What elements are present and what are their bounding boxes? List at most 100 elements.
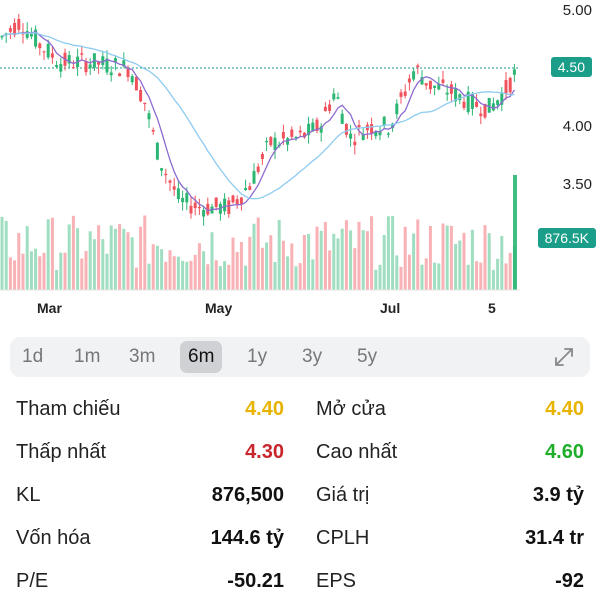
- candle-body: [332, 93, 336, 100]
- candle-body: [46, 43, 50, 58]
- volume-bar: [227, 264, 231, 290]
- candle-body: [269, 136, 273, 146]
- volume-bar: [265, 242, 269, 290]
- range-6m-button[interactable]: 6m: [180, 341, 223, 373]
- range-5y-button[interactable]: 5y: [357, 346, 378, 367]
- volume-bar: [76, 228, 80, 290]
- candle-body: [487, 97, 491, 113]
- candle-body: [294, 136, 298, 138]
- candle-body: [273, 137, 277, 151]
- volume-bar: [38, 256, 42, 290]
- price-tick-3-5: 3.50: [562, 176, 592, 193]
- volume-bar: [294, 266, 298, 290]
- candle-body: [151, 129, 155, 132]
- candle-body: [512, 69, 516, 75]
- volume-bar: [412, 233, 416, 290]
- volume-bar: [17, 232, 21, 290]
- candle-body: [42, 51, 46, 53]
- volume-bar: [218, 266, 222, 290]
- volume-bar: [374, 269, 378, 290]
- volume-bar: [118, 224, 122, 290]
- volume-bar: [290, 243, 294, 290]
- candle-body: [382, 116, 386, 126]
- volume-bar: [42, 252, 46, 290]
- stats-row-2: Thấp nhất 4.30 Cao nhất 4.60: [0, 433, 600, 475]
- volume-bar: [302, 234, 306, 290]
- volume-bar: [277, 219, 281, 290]
- candlestick-chart[interactable]: [0, 0, 600, 330]
- volume-bar: [416, 219, 420, 290]
- candle-body: [97, 61, 101, 65]
- price-tick-5: 5.00: [562, 2, 592, 19]
- volume-bar: [399, 266, 403, 290]
- candle-body: [189, 205, 193, 214]
- candle-body: [428, 80, 432, 90]
- candle-body: [185, 193, 189, 203]
- candle-body: [168, 180, 172, 183]
- candle-body: [143, 102, 147, 105]
- volume-bar: [147, 263, 151, 290]
- range-3m-button[interactable]: 3m: [129, 346, 156, 367]
- volume-bar: [151, 244, 155, 290]
- candle-body: [496, 100, 500, 105]
- volume-bar: [193, 254, 197, 290]
- candle-body: [298, 130, 302, 133]
- range-3y-button[interactable]: 3y: [302, 346, 323, 367]
- volume-bar: [487, 233, 491, 290]
- candle-body: [441, 79, 445, 83]
- volume-bar: [109, 225, 113, 290]
- volume-label: KL: [16, 484, 41, 506]
- candle-body: [231, 195, 235, 203]
- high-price-value: 4.60: [545, 441, 584, 463]
- range-1m-button[interactable]: 1m: [74, 346, 101, 367]
- candle-body: [214, 197, 218, 207]
- candle-body: [336, 97, 340, 99]
- candle-body: [500, 93, 504, 105]
- range-1y-button[interactable]: 1y: [247, 346, 268, 367]
- candle-body: [290, 129, 294, 137]
- price-tick-4: 4.00: [562, 118, 592, 135]
- candle-body: [59, 64, 63, 72]
- volume-bar: [428, 226, 432, 290]
- volume-bar: [470, 229, 474, 290]
- candle-body: [235, 199, 239, 205]
- candle-body: [395, 103, 399, 115]
- volume-bar: [454, 244, 458, 290]
- stats-row-3: KL 876,500 Giá trị 3.9 tỷ: [0, 476, 600, 518]
- candle-body: [160, 168, 164, 171]
- candle-body: [307, 123, 311, 136]
- volume-bar: [63, 252, 67, 290]
- candle-body: [139, 90, 143, 102]
- volume-bar: [101, 239, 105, 290]
- candle-body: [454, 88, 458, 102]
- trade-value-label: Giá trị: [316, 484, 370, 506]
- candle-body: [357, 125, 361, 128]
- volume-bar: [361, 230, 365, 290]
- volume-bar: [189, 260, 193, 290]
- candle-body: [88, 64, 92, 69]
- volume-bar: [479, 262, 483, 290]
- candle-body: [164, 173, 168, 176]
- volume-bar: [197, 243, 201, 290]
- candle-body: [50, 53, 54, 58]
- current-price-tag: 4.50: [550, 57, 592, 77]
- candle-body: [101, 56, 105, 65]
- volume-bar: [134, 267, 138, 290]
- volume-bar: [239, 241, 243, 290]
- volume-bar: [378, 264, 382, 290]
- volume-bar: [248, 236, 252, 290]
- candle-body: [340, 113, 344, 124]
- volume-bar: [122, 228, 126, 290]
- volume-bar: [231, 237, 235, 290]
- candle-body: [466, 91, 470, 113]
- range-1d-button[interactable]: 1d: [22, 346, 44, 367]
- volume-bar: [168, 250, 172, 290]
- candle-body: [403, 91, 407, 96]
- volume-bar: [449, 225, 453, 290]
- price-chart[interactable]: 5.00 4.50 4.00 3.50 876.5K Mar May Jul 5: [0, 0, 600, 330]
- month-label-mar: Mar: [37, 300, 62, 316]
- candle-body: [353, 141, 357, 146]
- candle-body: [193, 202, 197, 209]
- expand-icon[interactable]: [552, 345, 576, 369]
- candle-body: [239, 197, 243, 204]
